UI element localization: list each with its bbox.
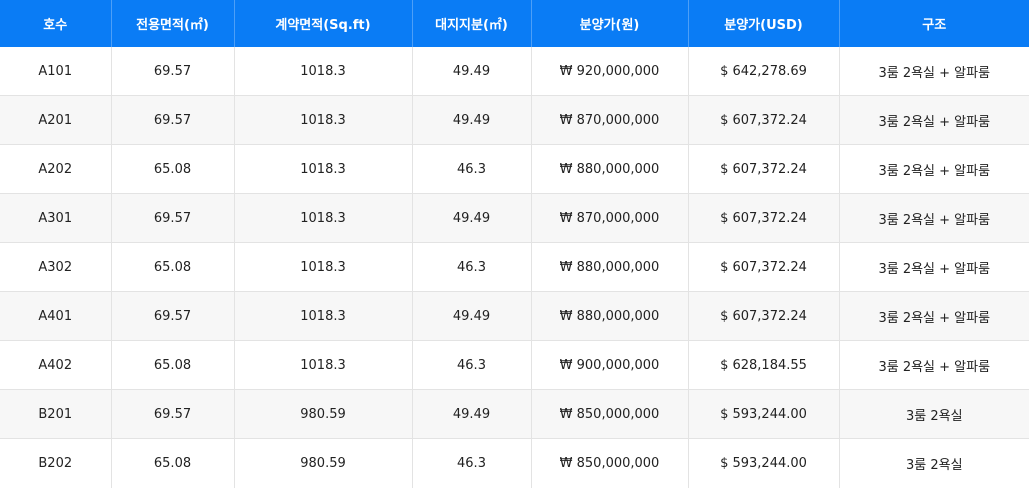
table-row: A202 65.08 1018.3 46.3 ₩ 880,000,000 $ 607,37… <box>0 144 1029 194</box>
price-krw-cell: ₩ 850,000,000 <box>531 438 689 488</box>
header-cell-land-share: 대지지분(㎡) <box>412 0 532 47</box>
exclusive-area-cell: 65.08 <box>111 340 235 390</box>
contract-area-cell: 1018.3 <box>234 291 413 341</box>
table-row: A101 69.57 1018.3 49.49 ₩ 920,000,000 $ 642,2… <box>0 47 1029 96</box>
unit-cell: B202 <box>0 438 112 488</box>
contract-area-cell: 1018.3 <box>234 340 413 390</box>
price-krw-cell: ₩ 850,000,000 <box>531 389 689 439</box>
land-share-cell: 49.49 <box>412 193 532 243</box>
layout-cell: 3룸 2욕실 + 알파룸 <box>839 193 1029 243</box>
table-row: A302 65.08 1018.3 46.3 ₩ 880,000,000 $ 607,37… <box>0 242 1029 292</box>
contract-area-cell: 1018.3 <box>234 47 413 96</box>
header-cell-price-krw: 분양가(원) <box>531 0 689 47</box>
land-share-cell: 49.49 <box>412 47 532 96</box>
unit-cell: A401 <box>0 291 112 341</box>
price-krw-cell: ₩ 880,000,000 <box>531 242 689 292</box>
layout-cell: 3룸 2욕실 <box>839 389 1029 439</box>
price-usd-cell: $ 628,184.55 <box>688 340 840 390</box>
exclusive-area-cell: 65.08 <box>111 242 235 292</box>
contract-area-cell: 1018.3 <box>234 95 413 145</box>
layout-cell: 3룸 2욕실 + 알파룸 <box>839 291 1029 341</box>
exclusive-area-cell: 69.57 <box>111 95 235 145</box>
price-usd-cell: $ 593,244.00 <box>688 438 840 488</box>
table-row: B202 65.08 980.59 46.3 ₩ 850,000,000 $ 593,24… <box>0 438 1029 488</box>
price-krw-cell: ₩ 880,000,000 <box>531 144 689 194</box>
header-cell-contract-area: 계약면적(Sq.ft) <box>234 0 413 47</box>
unit-cell: A302 <box>0 242 112 292</box>
exclusive-area-cell: 69.57 <box>111 47 235 96</box>
contract-area-cell: 980.59 <box>234 389 413 439</box>
price-usd-cell: $ 607,372.24 <box>688 242 840 292</box>
land-share-cell: 49.49 <box>412 291 532 341</box>
price-krw-cell: ₩ 870,000,000 <box>531 95 689 145</box>
land-share-cell: 49.49 <box>412 95 532 145</box>
header-row: 호수 전용면적(㎡) 계약면적(Sq.ft) 대지지분(㎡) 분양가(원) 분양… <box>0 0 1029 47</box>
unit-cell: A402 <box>0 340 112 390</box>
price-usd-cell: $ 607,372.24 <box>688 95 840 145</box>
price-usd-cell: $ 607,372.24 <box>688 193 840 243</box>
layout-cell: 3룸 2욕실 <box>839 438 1029 488</box>
exclusive-area-cell: 69.57 <box>111 389 235 439</box>
price-krw-cell: ₩ 870,000,000 <box>531 193 689 243</box>
unit-cell: A301 <box>0 193 112 243</box>
exclusive-area-cell: 65.08 <box>111 144 235 194</box>
contract-area-cell: 1018.3 <box>234 242 413 292</box>
land-share-cell: 49.49 <box>412 389 532 439</box>
header-cell-exclusive-area: 전용면적(㎡) <box>111 0 235 47</box>
header-cell-unit: 호수 <box>0 0 112 47</box>
exclusive-area-cell: 69.57 <box>111 193 235 243</box>
price-krw-cell: ₩ 880,000,000 <box>531 291 689 341</box>
table-body: A101 69.57 1018.3 49.49 ₩ 920,000,000 $ 642,2… <box>0 47 1029 488</box>
layout-cell: 3룸 2욕실 + 알파룸 <box>839 95 1029 145</box>
table-row: A401 69.57 1018.3 49.49 ₩ 880,000,000 $ 607,3… <box>0 291 1029 341</box>
table-row: A402 65.08 1018.3 46.3 ₩ 900,000,000 $ 628,18… <box>0 340 1029 390</box>
land-share-cell: 46.3 <box>412 242 532 292</box>
table-row: B201 69.57 980.59 49.49 ₩ 850,000,000 $ 593,2… <box>0 389 1029 439</box>
price-krw-cell: ₩ 900,000,000 <box>531 340 689 390</box>
land-share-cell: 46.3 <box>412 144 532 194</box>
contract-area-cell: 1018.3 <box>234 193 413 243</box>
contract-area-cell: 980.59 <box>234 438 413 488</box>
table-row: A301 69.57 1018.3 49.49 ₩ 870,000,000 $ 607,3… <box>0 193 1029 243</box>
price-krw-cell: ₩ 920,000,000 <box>531 47 689 96</box>
price-usd-cell: $ 642,278.69 <box>688 47 840 96</box>
unit-cell: B201 <box>0 389 112 439</box>
layout-cell: 3룸 2욕실 + 알파룸 <box>839 242 1029 292</box>
exclusive-area-cell: 69.57 <box>111 291 235 341</box>
layout-cell: 3룸 2욕실 + 알파룸 <box>839 340 1029 390</box>
price-usd-cell: $ 593,244.00 <box>688 389 840 439</box>
land-share-cell: 46.3 <box>412 340 532 390</box>
table-header: 호수 전용면적(㎡) 계약면적(Sq.ft) 대지지분(㎡) 분양가(원) 분양… <box>0 0 1029 47</box>
unit-cell: A101 <box>0 47 112 96</box>
price-usd-cell: $ 607,372.24 <box>688 144 840 194</box>
unit-cell: A202 <box>0 144 112 194</box>
header-cell-layout: 구조 <box>839 0 1029 47</box>
price-usd-cell: $ 607,372.24 <box>688 291 840 341</box>
contract-area-cell: 1018.3 <box>234 144 413 194</box>
exclusive-area-cell: 65.08 <box>111 438 235 488</box>
header-cell-price-usd: 분양가(USD) <box>688 0 840 47</box>
table-row: A201 69.57 1018.3 49.49 ₩ 870,000,000 $ 607,3… <box>0 95 1029 145</box>
layout-cell: 3룸 2욕실 + 알파룸 <box>839 47 1029 96</box>
unit-cell: A201 <box>0 95 112 145</box>
layout-cell: 3룸 2욕실 + 알파룸 <box>839 144 1029 194</box>
land-share-cell: 46.3 <box>412 438 532 488</box>
